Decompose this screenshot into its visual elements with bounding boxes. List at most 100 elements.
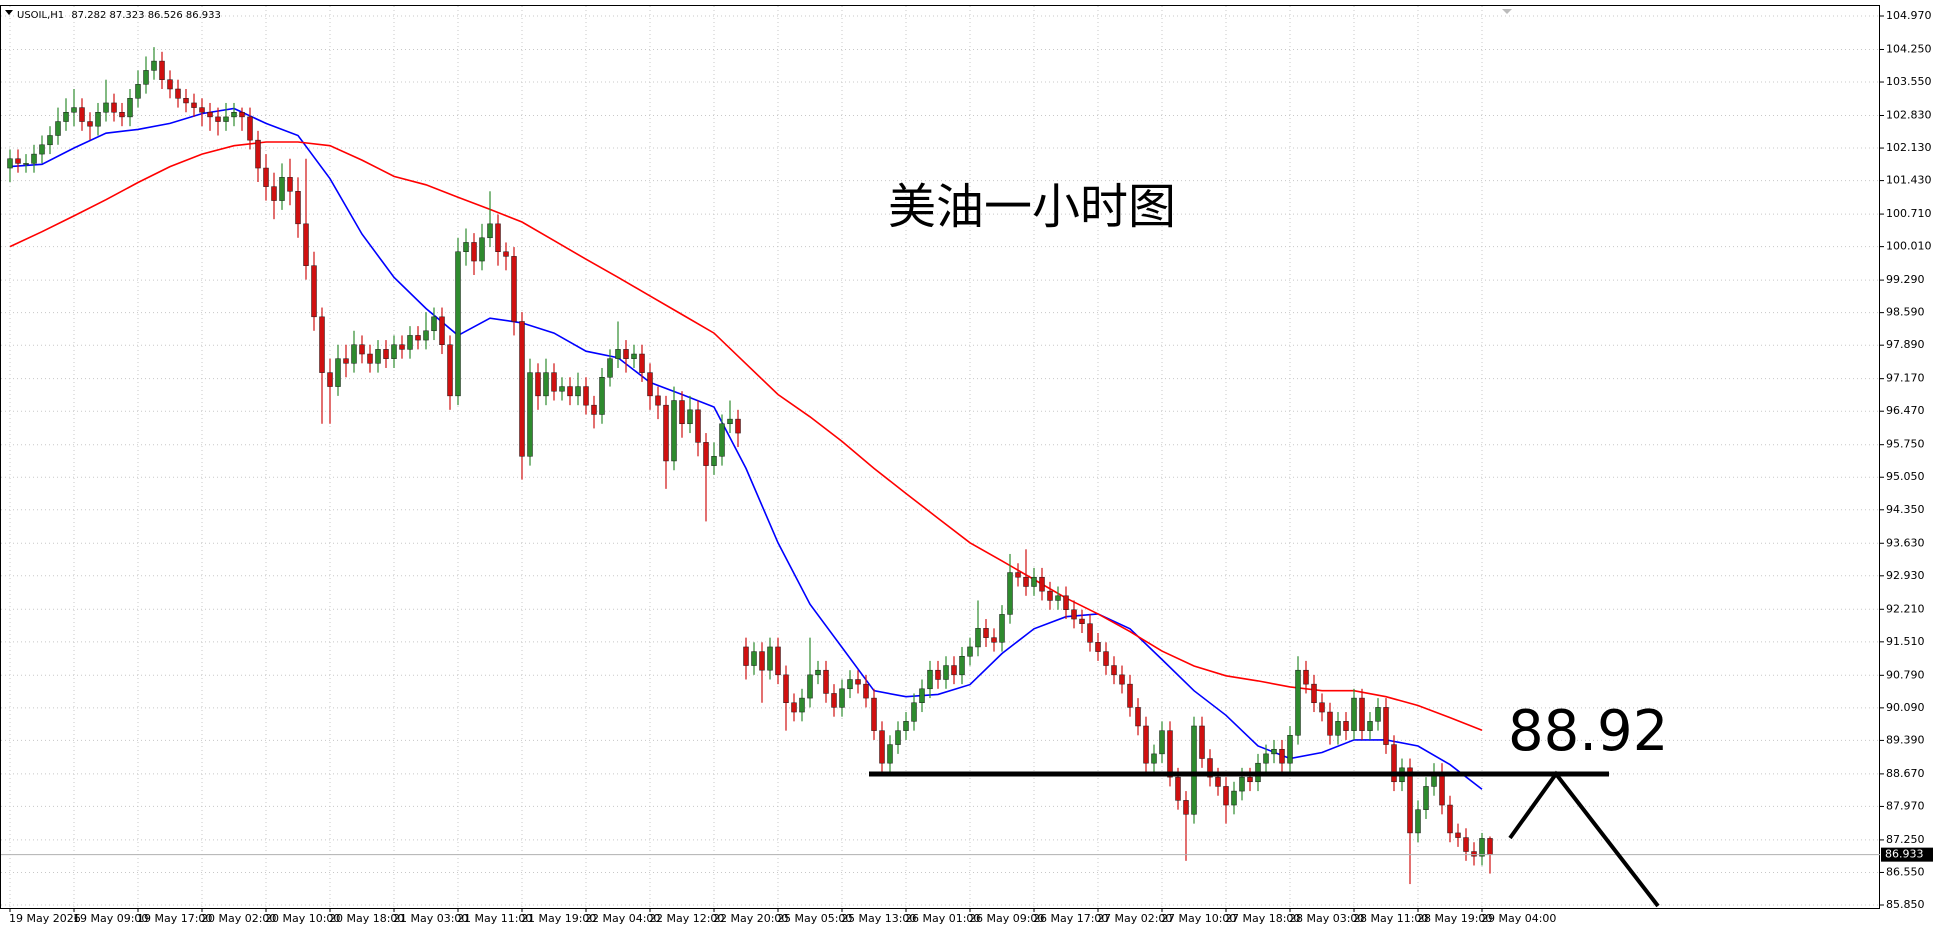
candle-body [815, 669, 821, 676]
x-tick-label: 22 May 20:00 [713, 912, 788, 925]
candle-body [383, 349, 389, 359]
candle-body [463, 242, 469, 252]
y-tick-label: 103.550 [1886, 75, 1932, 88]
candle-body [1103, 651, 1109, 666]
level-label: 88.92 [1508, 699, 1668, 764]
candle-body [1039, 576, 1045, 592]
candle-body [487, 223, 493, 239]
candle-body [927, 669, 933, 690]
candle-body [1455, 832, 1461, 838]
candles [7, 47, 1493, 885]
candle-body [759, 651, 765, 671]
candle-body [1119, 674, 1125, 685]
candle-body [727, 418, 733, 425]
x-tick-label: 28 May 11:00 [1353, 912, 1428, 925]
menu-arrow[interactable] [5, 10, 13, 15]
y-tick-label: 94.350 [1886, 503, 1925, 516]
y-tick-label: 90.090 [1886, 701, 1925, 714]
candle-body [639, 353, 645, 373]
y-tick-label: 100.010 [1886, 240, 1932, 253]
candle-body [1047, 590, 1053, 601]
candle-body [1383, 707, 1389, 745]
x-tick-label: 27 May 10:00 [1161, 912, 1236, 925]
candle-body [127, 98, 133, 118]
x-tick-label: 26 May 01:00 [905, 912, 980, 925]
candle-body [719, 423, 725, 457]
y-tick-label: 92.930 [1886, 569, 1925, 582]
y-tick-label: 87.250 [1886, 833, 1925, 846]
candle-body [1015, 572, 1021, 578]
candle-body [1151, 753, 1157, 764]
x-tick-label: 22 May 04:00 [585, 912, 660, 925]
axes: 104.970 104.250 103.550 102.830 102.130 101.4… [1, 9, 1933, 925]
candle-body [1367, 721, 1373, 731]
candle-body [375, 349, 381, 364]
candle-body [983, 628, 989, 638]
candle-body [1199, 725, 1205, 759]
candle-body [735, 418, 741, 434]
candle-body [1143, 725, 1149, 764]
candle-body [431, 316, 437, 332]
candle-body [343, 358, 349, 364]
candle-body [519, 321, 525, 457]
y-tick-label: 88.670 [1886, 767, 1925, 780]
candle-body [167, 79, 173, 90]
candle-body [223, 116, 229, 122]
candle-body [623, 349, 629, 359]
candle-body [303, 223, 309, 266]
candle-body [319, 316, 325, 373]
candle-body [71, 107, 77, 113]
candle-body [23, 163, 29, 165]
candle-body [671, 400, 677, 462]
candle-body [527, 372, 533, 457]
candle-body [455, 251, 461, 397]
x-tick-label: 26 May 09:00 [969, 912, 1044, 925]
candle-body [695, 409, 701, 443]
y-tick-label: 104.250 [1886, 42, 1932, 55]
candle-body [279, 177, 285, 201]
candle-body [471, 242, 477, 262]
shift-marker[interactable] [1502, 9, 1512, 14]
candle-body [767, 646, 773, 671]
candle-body [1175, 776, 1181, 801]
candle-body [1207, 758, 1213, 778]
x-tick-label: 19 May 2026 [9, 912, 81, 925]
candle-body [687, 409, 693, 425]
candle-body [447, 344, 453, 397]
candle-body [1183, 800, 1189, 815]
y-tick-label: 86.550 [1886, 865, 1925, 878]
candle-body [1055, 595, 1061, 601]
candle-body [879, 730, 885, 764]
candle-body [607, 358, 613, 378]
candle-body [1319, 702, 1325, 713]
candle-body [823, 669, 829, 694]
candle-body [7, 158, 13, 169]
y-tick-label: 96.470 [1886, 404, 1925, 417]
candle-body [1191, 725, 1197, 815]
candle-body [703, 442, 709, 466]
candle-body [1271, 748, 1277, 755]
candle-body [911, 702, 917, 722]
candle-body [1215, 776, 1221, 787]
x-tick-label: 21 May 19:00 [521, 912, 596, 925]
x-tick-label: 20 May 02:00 [201, 912, 276, 925]
x-tick-label: 25 May 13:00 [841, 912, 916, 925]
y-tick-label: 92.210 [1886, 602, 1925, 615]
candle-body [1415, 809, 1421, 834]
candle-body [231, 111, 237, 118]
current-price-box [1881, 847, 1933, 862]
candle-body [1391, 744, 1397, 783]
y-tick-label: 100.710 [1886, 207, 1932, 220]
candle-body [151, 60, 157, 71]
chart-title: 美油一小时图 [888, 179, 1176, 235]
candle-body [1223, 786, 1229, 806]
candle-body [79, 107, 85, 122]
candle-body [1423, 786, 1429, 810]
candle-body [1439, 772, 1445, 806]
candle-body [783, 674, 789, 703]
y-tick-label: 97.170 [1886, 372, 1925, 385]
candle-body [255, 139, 261, 169]
candle-body [1231, 790, 1237, 806]
candle-body [1407, 767, 1413, 834]
